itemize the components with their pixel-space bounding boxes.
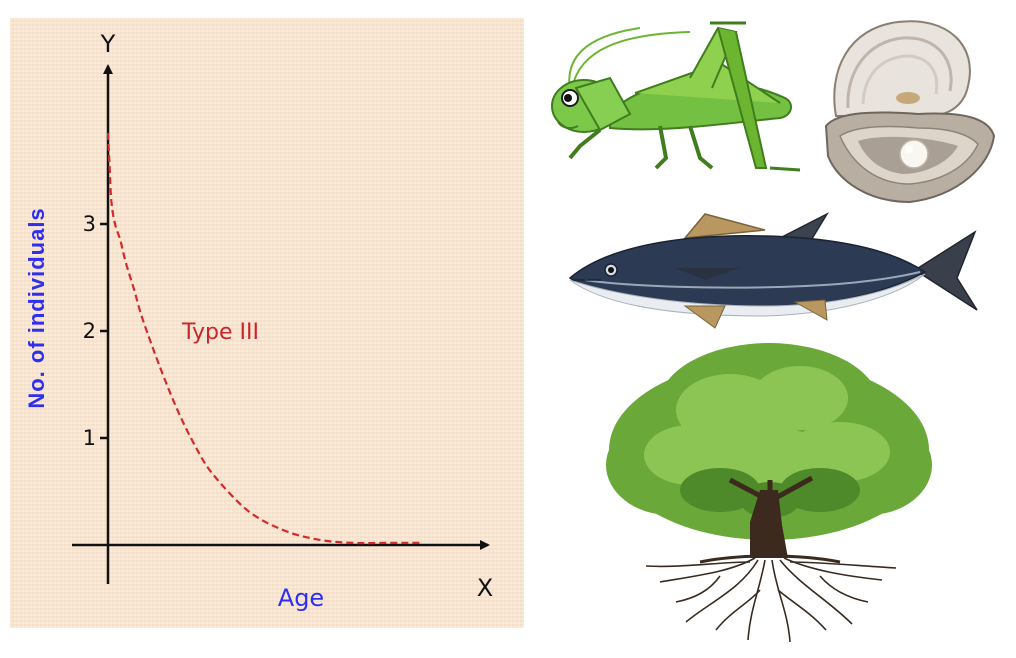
curve-annotation: Type III (181, 320, 259, 345)
survivorship-curve-type-iii (106, 132, 423, 545)
y-axis-label: No. of individuals (24, 207, 49, 408)
y-tick-label: 3 (83, 212, 96, 236)
y-ticks: 1 2 3 (83, 212, 108, 450)
tuna-fish-illustration (568, 212, 978, 329)
chart-canvas: Y X 1 2 3 Type III No. of individuals Age (24, 30, 493, 612)
survivorship-chart: Y X 1 2 3 Type III No. of individuals Age (10, 18, 524, 628)
y-axis-letter: Y (100, 30, 116, 58)
grasshopper-illustration (551, 21, 801, 172)
y-tick-label: 1 (83, 426, 96, 450)
x-axis-letter: X (477, 574, 493, 602)
pearl-oyster-illustration (824, 20, 996, 204)
x-axis-label: Age (278, 584, 324, 612)
y-tick-label: 2 (83, 319, 96, 343)
tree-illustration (606, 343, 932, 643)
